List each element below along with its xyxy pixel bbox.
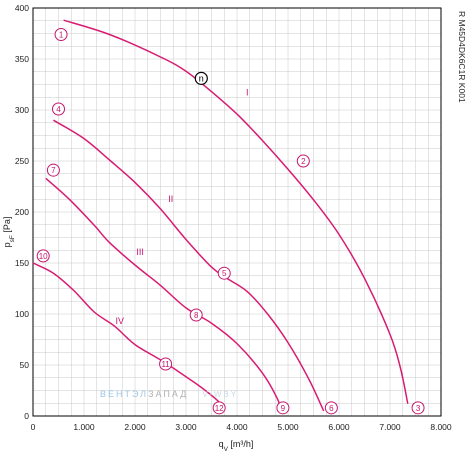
curves	[32, 19, 409, 412]
x-tick-label: 3.000	[175, 422, 197, 432]
y-tick-label: 350	[15, 54, 29, 64]
x-tick-label: 5.000	[277, 422, 299, 432]
series-label: III	[136, 247, 144, 257]
marker-number: 7	[51, 166, 56, 175]
marker-circle	[276, 401, 290, 415]
marker-circle	[189, 308, 203, 322]
marker-6: 6	[324, 401, 338, 415]
marker-circle	[159, 357, 173, 371]
series-label: II	[168, 194, 173, 204]
operating-point: n	[194, 71, 208, 85]
marker-circle	[54, 28, 68, 42]
x-axis-label-sub: V	[224, 446, 229, 453]
x-tick-label: 7.000	[379, 422, 401, 432]
operating-point-circle	[194, 71, 208, 85]
watermark-part2: ЗАПАД	[148, 389, 188, 399]
marker-number: 6	[329, 404, 334, 413]
marker-10: 10	[36, 249, 50, 263]
y-tick-label: 50	[20, 360, 30, 370]
marker-circle	[52, 102, 65, 116]
x-tick-label: 0	[31, 422, 36, 432]
marker-12: 12	[212, 401, 226, 415]
series-label: I	[246, 88, 249, 98]
marker-number: 11	[161, 360, 170, 369]
x-axis-label-unit: [m³/h]	[228, 439, 254, 449]
x-axis-label: qV [m³/h]	[219, 439, 254, 453]
marker-number: 5	[222, 269, 227, 278]
y-tick-label: 100	[15, 309, 29, 319]
watermark-part3: V-WBY	[202, 390, 238, 399]
marker-7: 7	[46, 163, 60, 177]
marker-circle	[217, 266, 231, 280]
y-tick-label: 300	[15, 105, 29, 115]
marker-1: 1	[54, 28, 68, 42]
curve-ii	[53, 119, 325, 412]
y-tick-label: 200	[15, 207, 29, 217]
marker-circle	[212, 401, 226, 415]
y-axis-label-sub: sF	[9, 235, 16, 242]
series-label: IV	[115, 316, 124, 326]
marker-number: 8	[194, 311, 199, 320]
curve-iv	[32, 262, 225, 409]
marker-number: 3	[416, 404, 421, 413]
marker-3: 3	[411, 401, 425, 415]
marker-number: 9	[281, 404, 286, 413]
model-code: R M45D4DK6C1R K001	[457, 11, 467, 103]
y-axis-label-unit: [Pa]	[2, 217, 12, 236]
y-tick-label: 250	[15, 156, 29, 166]
marker-circle	[324, 401, 338, 415]
grid	[32, 7, 442, 417]
y-axis-label-main: p	[2, 242, 12, 247]
x-tick-label: 4.000	[226, 422, 248, 432]
watermark-part1: ВЕНТЭЛ	[100, 389, 148, 399]
x-tick-label: 6.000	[328, 422, 350, 432]
marker-circle	[296, 154, 310, 168]
marker-circle	[411, 401, 425, 415]
marker-11: 11	[159, 357, 173, 371]
marker-8: 8	[189, 308, 203, 322]
marker-2: 2	[296, 154, 310, 168]
marker-9: 9	[276, 401, 290, 415]
marker-4: 4	[52, 102, 65, 116]
curve-iii	[45, 177, 282, 412]
marker-number: 1	[59, 31, 64, 40]
x-tick-label: 8.000	[430, 422, 452, 432]
marker-circle	[46, 163, 60, 177]
marker-number: 2	[301, 157, 306, 166]
marker-circle	[36, 249, 50, 263]
curve-i	[63, 19, 409, 404]
watermark: ВЕНТЭЛЗАПАД V-WBY	[100, 389, 238, 399]
y-axis-label: psF [Pa]	[2, 217, 16, 248]
marker-number: 10	[39, 252, 48, 261]
plot-frame	[32, 7, 442, 417]
x-tick-label: 2.000	[124, 422, 146, 432]
marker-number: 12	[215, 404, 224, 413]
y-tick-label: 0	[24, 411, 29, 421]
y-tick-label: 150	[15, 258, 29, 268]
operating-point-label: n	[199, 73, 204, 83]
marker-5: 5	[217, 266, 231, 280]
y-tick-label: 400	[15, 3, 29, 13]
x-tick-label: 1.000	[73, 422, 95, 432]
marker-number: 4	[56, 105, 61, 114]
tick-labels: 0 1.000 2.000 3.000 4.000 5.000 6.000 7.000 8.00…	[15, 3, 452, 432]
x-axis-label-main: q	[219, 439, 224, 449]
